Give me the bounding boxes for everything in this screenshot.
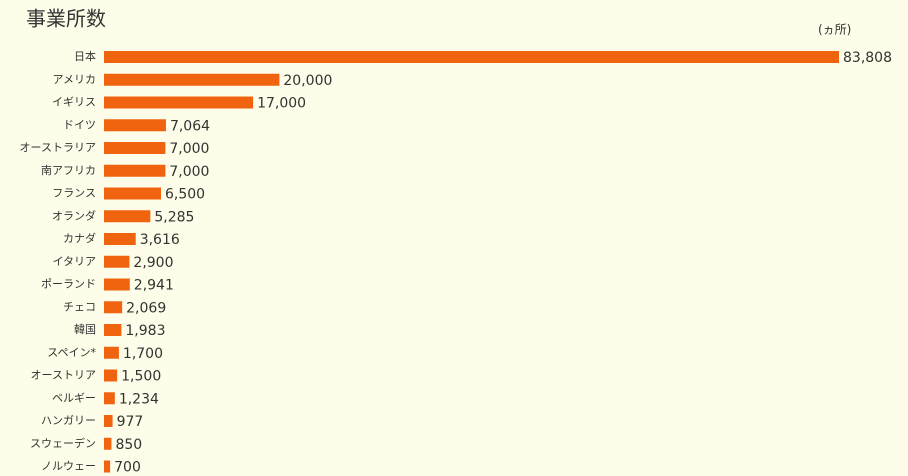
value-label: 83,808 [843,50,892,66]
category-label: 日本 [74,49,96,63]
bar [104,369,118,382]
bar [104,460,111,473]
value-label: 2,069 [126,300,166,316]
bar [104,392,115,405]
bar [104,324,122,336]
value-label: 977 [117,414,144,430]
value-label: 2,941 [134,278,174,294]
value-label: 6,500 [165,187,205,203]
bar [104,346,119,359]
bar [104,437,112,450]
bar [104,415,113,427]
category-label: イタリア [52,255,96,268]
bar [104,301,123,314]
category-label: チェコ [63,300,96,313]
value-label: 1,700 [123,346,163,362]
bar [104,233,136,245]
category-label: カナダ [63,231,96,245]
category-label: フランス [52,187,96,200]
bar [104,210,151,223]
category-label: ノルウェー [41,460,96,473]
bar [104,164,166,177]
bar [104,119,166,132]
bar [104,73,280,86]
bar [104,96,254,109]
category-label: ドイツ [63,118,96,131]
category-label: オーストラリア [20,141,96,154]
category-label: オランダ [52,208,96,222]
category-label: スペイン* [47,346,96,359]
category-label: 韓国 [74,323,96,336]
category-label: オーストリア [31,369,96,382]
value-label: 7,000 [169,164,209,180]
bar [104,51,839,63]
category-label: スウェーデン [30,436,96,450]
value-label: 850 [115,437,142,453]
value-label: 2,900 [133,255,173,271]
value-label: 1,500 [121,369,161,385]
category-label: 南アフリカ [41,164,96,177]
category-label: アメリカ [53,73,96,86]
bar [104,255,130,268]
category-label: ハンガリー [41,414,96,427]
bar [104,142,166,154]
value-label: 3,616 [140,232,180,248]
bar [104,278,130,291]
value-label: 7,000 [169,141,209,157]
value-label: 1,234 [119,391,159,407]
value-label: 1,983 [125,323,165,339]
category-label: ポーランド [41,278,96,291]
value-label: 7,064 [170,118,210,134]
value-label: 700 [114,460,141,476]
unit-label: (ヵ所) [818,23,851,37]
bar [104,187,162,200]
value-label: 20,000 [283,73,332,89]
category-label: イギリス [52,96,96,109]
value-label: 17,000 [257,96,306,112]
chart-title: 事業所数 [26,7,106,31]
category-label: ベルギー [52,391,96,404]
value-label: 5,285 [154,209,194,225]
